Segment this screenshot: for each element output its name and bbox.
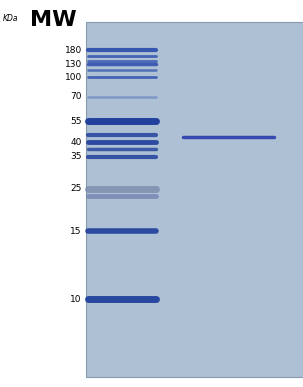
Text: 15: 15 — [70, 227, 82, 236]
Text: 180: 180 — [65, 46, 82, 55]
Text: 55: 55 — [70, 116, 82, 126]
Text: 40: 40 — [70, 138, 82, 147]
Text: MW: MW — [30, 10, 77, 30]
Text: 130: 130 — [65, 60, 82, 69]
Text: 35: 35 — [70, 152, 82, 161]
Text: 100: 100 — [65, 73, 82, 82]
Text: 70: 70 — [70, 92, 82, 101]
Bar — [86, 22, 303, 377]
Text: 10: 10 — [70, 295, 82, 304]
Text: KDa: KDa — [3, 14, 18, 22]
Text: 25: 25 — [70, 184, 82, 193]
